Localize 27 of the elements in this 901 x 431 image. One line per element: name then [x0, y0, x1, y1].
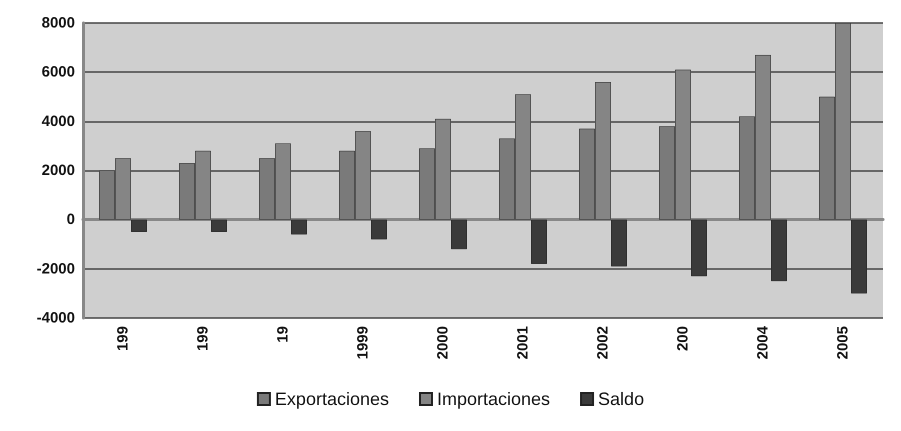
legend-label: Saldo [598, 389, 644, 409]
x-tick-label: 1999 [354, 326, 372, 360]
x-tick-label: 2002 [594, 326, 612, 360]
bar [211, 220, 227, 232]
y-tick-label: 2000 [42, 162, 75, 179]
bar [531, 220, 547, 264]
x-tick-label: 199 [194, 326, 212, 352]
y-tick-label: -4000 [36, 310, 75, 326]
legend-label: Exportaciones [274, 389, 389, 409]
bar [371, 220, 387, 240]
y-tick-label: -2000 [36, 260, 75, 278]
bar [451, 220, 467, 250]
legend-label: Importaciones [436, 389, 550, 409]
y-tick-label: 6000 [42, 64, 75, 81]
x-tick-label: 199 [114, 326, 132, 352]
x-tick-label: 200 [674, 326, 692, 352]
bar [611, 220, 627, 266]
bar [131, 220, 147, 232]
x-tick-label: 2001 [514, 326, 532, 360]
x-tick-label: 2000 [434, 326, 452, 360]
x-tick-label: 2005 [834, 326, 852, 360]
x-tick-label: 19 [274, 326, 292, 343]
y-tick-label: 4000 [42, 112, 75, 130]
bar [291, 220, 307, 234]
y-tick-label: 0 [66, 211, 75, 228]
x-tick-label: 2004 [754, 325, 772, 360]
y-tick-label: 8000 [42, 14, 75, 32]
